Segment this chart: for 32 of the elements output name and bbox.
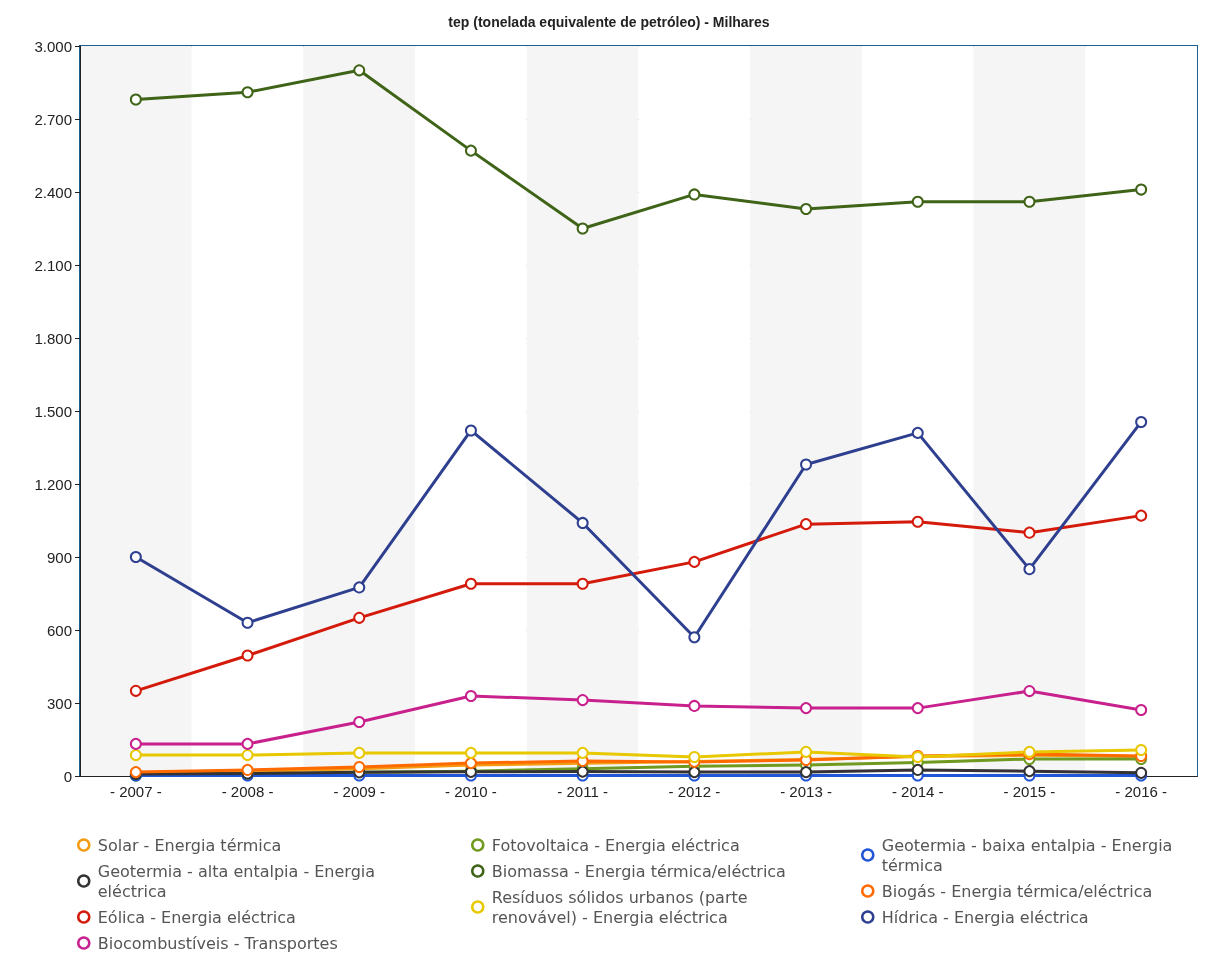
legend-label: Geotermia - baixa entalpia - Energia térmica xyxy=(881,835,1178,875)
x-tick-label: - 2007 - xyxy=(110,783,162,800)
chart-title: tep (tonelada equivalente de petróleo) - Milhares xyxy=(448,14,770,30)
legend-label: Fotovoltaica - Energia eléctrica xyxy=(491,835,740,855)
legend-label: Biomassa - Energia térmica/eléctrica xyxy=(491,861,786,881)
y-tick-label: 3.000 xyxy=(34,37,72,55)
x-tick-label: - 2012 - xyxy=(668,783,721,800)
y-tick-label: 600 xyxy=(46,621,72,639)
x-tick-label: - 2008 - xyxy=(221,783,274,800)
legend-label: Biogás - Energia térmica/eléctrica xyxy=(881,881,1153,901)
y-tick-label: 2.400 xyxy=(34,183,72,201)
legend-label: Biocombustíveis - Transportes xyxy=(97,933,338,953)
y-tick-label: 0 xyxy=(63,767,72,785)
x-tick-label: - 2010 - xyxy=(445,783,497,800)
legend-label: Eólica - Energia eléctrica xyxy=(97,907,296,927)
x-tick-label: - 2014 - xyxy=(891,783,944,800)
legend-label: Hídrica - Energia eléctrica xyxy=(881,907,1089,927)
y-tick-label: 1.800 xyxy=(34,329,72,347)
y-tick-label: 900 xyxy=(46,548,72,566)
legend-label: Resíduos sólidos urbanos (parte renovável) - Energia eléctrica xyxy=(491,887,753,927)
y-tick-label: 1.500 xyxy=(34,402,72,420)
x-tick-label: - 2013 - xyxy=(780,783,832,800)
y-tick-label: 300 xyxy=(46,694,72,712)
y-tick-label: 2.100 xyxy=(34,256,72,274)
x-tick-label: - 2016 - xyxy=(1115,783,1167,800)
y-tick-label: 1.200 xyxy=(34,475,72,493)
y-tick-label: 2.700 xyxy=(34,110,72,128)
x-tick-label: - 2011 - xyxy=(557,783,608,800)
x-tick-label: - 2015 - xyxy=(1003,783,1056,800)
x-tick-label: - 2009 - xyxy=(333,783,386,800)
legend-label: Solar - Energia térmica xyxy=(97,835,282,855)
legend-label: Geotermia - alta entalpia - Energia eléctrica xyxy=(97,861,381,901)
